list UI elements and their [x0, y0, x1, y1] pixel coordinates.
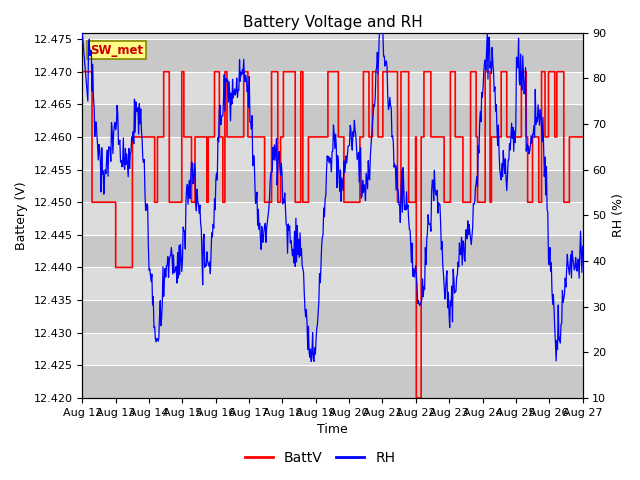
X-axis label: Time: Time — [317, 423, 348, 436]
Bar — [83, 235, 582, 267]
Y-axis label: Battery (V): Battery (V) — [15, 181, 28, 250]
Bar — [83, 267, 582, 300]
Bar — [83, 333, 582, 365]
Legend: BattV, RH: BattV, RH — [239, 445, 401, 471]
Title: Battery Voltage and RH: Battery Voltage and RH — [243, 15, 422, 30]
Bar — [83, 300, 582, 333]
Y-axis label: RH (%): RH (%) — [612, 193, 625, 237]
Bar — [83, 137, 582, 169]
Text: SW_met: SW_met — [90, 44, 143, 57]
Bar — [83, 39, 582, 72]
Bar — [83, 365, 582, 398]
Bar — [83, 202, 582, 235]
Bar — [83, 72, 582, 104]
Bar — [83, 104, 582, 137]
Bar — [83, 169, 582, 202]
